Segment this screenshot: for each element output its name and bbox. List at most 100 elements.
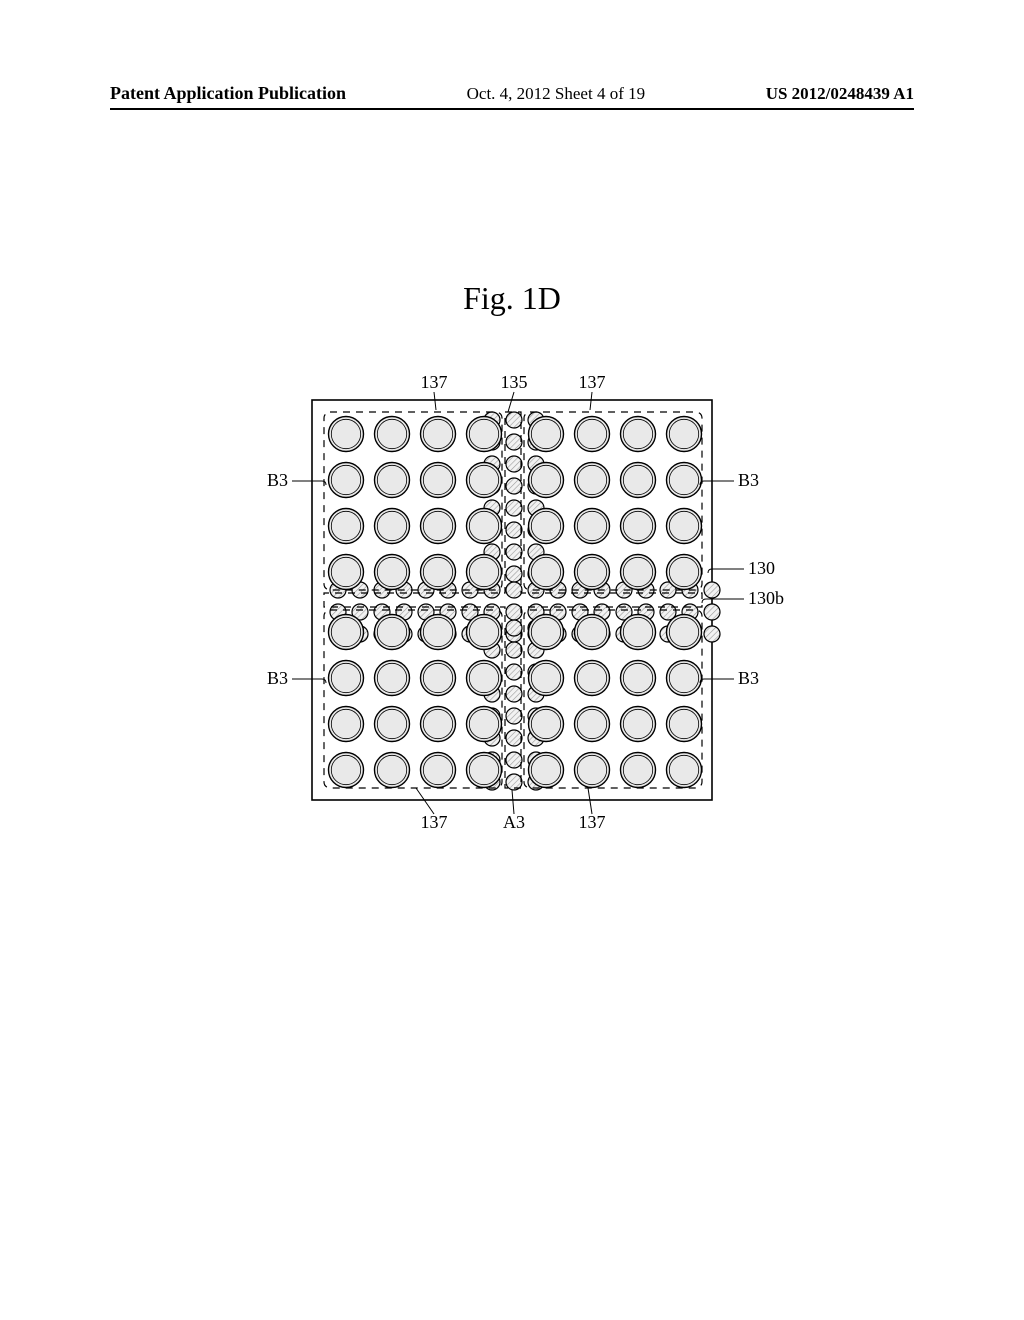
large-connector [467, 753, 502, 788]
large-connector [621, 417, 656, 452]
large-connector [529, 753, 564, 788]
large-connector [375, 509, 410, 544]
small-connector [506, 412, 522, 428]
small-connector [704, 582, 720, 598]
large-connector [467, 661, 502, 696]
small-connector [506, 664, 522, 680]
reference-label: 137 [579, 812, 606, 832]
large-connector [529, 707, 564, 742]
large-connector [667, 661, 702, 696]
reference-label: 137 [421, 812, 448, 832]
large-connector [467, 615, 502, 650]
large-connector [667, 417, 702, 452]
large-connector [329, 463, 364, 498]
reference-label: B3 [267, 470, 288, 490]
large-connector [575, 707, 610, 742]
large-connector [529, 417, 564, 452]
page-header: Patent Application Publication Oct. 4, 2… [110, 83, 914, 110]
large-connector [421, 615, 456, 650]
large-connector [467, 417, 502, 452]
large-connector [667, 463, 702, 498]
large-connector [575, 463, 610, 498]
large-connector [667, 753, 702, 788]
large-connector [421, 707, 456, 742]
small-connector [506, 582, 522, 598]
small-connector [506, 456, 522, 472]
reference-label: 130 [748, 558, 775, 578]
large-connector [621, 707, 656, 742]
large-connector [421, 753, 456, 788]
large-connector [667, 509, 702, 544]
large-connector [329, 417, 364, 452]
small-connector [506, 752, 522, 768]
small-connector [506, 434, 522, 450]
small-connector [506, 522, 522, 538]
large-connector [529, 661, 564, 696]
reference-label: 135 [501, 372, 528, 392]
large-connector [421, 463, 456, 498]
large-connector [467, 463, 502, 498]
large-connector [467, 555, 502, 590]
header-center: Oct. 4, 2012 Sheet 4 of 19 [467, 84, 645, 104]
large-connector [529, 615, 564, 650]
large-connector [329, 615, 364, 650]
large-connector [621, 555, 656, 590]
large-connector [621, 661, 656, 696]
large-connector [667, 555, 702, 590]
reference-label: B3 [738, 668, 759, 688]
reference-label: B3 [738, 470, 759, 490]
large-connector [575, 753, 610, 788]
large-connector [375, 707, 410, 742]
large-connector [421, 509, 456, 544]
large-connector [375, 661, 410, 696]
large-connector [375, 417, 410, 452]
large-connector [421, 555, 456, 590]
small-connector [506, 604, 522, 620]
small-connector [704, 626, 720, 642]
large-connector [529, 509, 564, 544]
reference-label: 137 [579, 372, 606, 392]
large-connector [421, 661, 456, 696]
large-connector [329, 509, 364, 544]
large-connector [375, 753, 410, 788]
large-connector [467, 509, 502, 544]
diagram-container: 137 135 137 137 A3 137 B3 B3 B3 B3 130 130b [0, 370, 1024, 930]
figure-title: Fig. 1D [0, 280, 1024, 317]
large-connector [529, 463, 564, 498]
large-connector [575, 417, 610, 452]
large-connector [375, 615, 410, 650]
large-connector [329, 661, 364, 696]
small-connector [506, 642, 522, 658]
small-connector [506, 620, 522, 636]
small-connector [506, 566, 522, 582]
large-connector [621, 509, 656, 544]
large-connector [621, 463, 656, 498]
large-connector [375, 555, 410, 590]
large-connector [667, 615, 702, 650]
large-connector [621, 615, 656, 650]
large-connector [529, 555, 564, 590]
small-connector [704, 604, 720, 620]
header-right: US 2012/0248439 A1 [766, 84, 914, 104]
large-connector [375, 463, 410, 498]
large-connector [575, 661, 610, 696]
large-connector [421, 417, 456, 452]
reference-label: 130b [748, 588, 784, 608]
reference-label: A3 [503, 812, 525, 832]
reference-label: 137 [421, 372, 448, 392]
large-connector [575, 555, 610, 590]
large-connector [575, 615, 610, 650]
large-connector [329, 707, 364, 742]
patent-diagram: 137 135 137 137 A3 137 B3 B3 B3 B3 130 130b [192, 370, 832, 930]
large-connector [329, 753, 364, 788]
reference-label: B3 [267, 668, 288, 688]
small-connector [506, 686, 522, 702]
large-connector [667, 707, 702, 742]
small-connector [506, 708, 522, 724]
header-left: Patent Application Publication [110, 83, 346, 104]
large-connector [621, 753, 656, 788]
large-connector [329, 555, 364, 590]
small-connector [506, 500, 522, 516]
large-connector [467, 707, 502, 742]
small-connector [506, 478, 522, 494]
